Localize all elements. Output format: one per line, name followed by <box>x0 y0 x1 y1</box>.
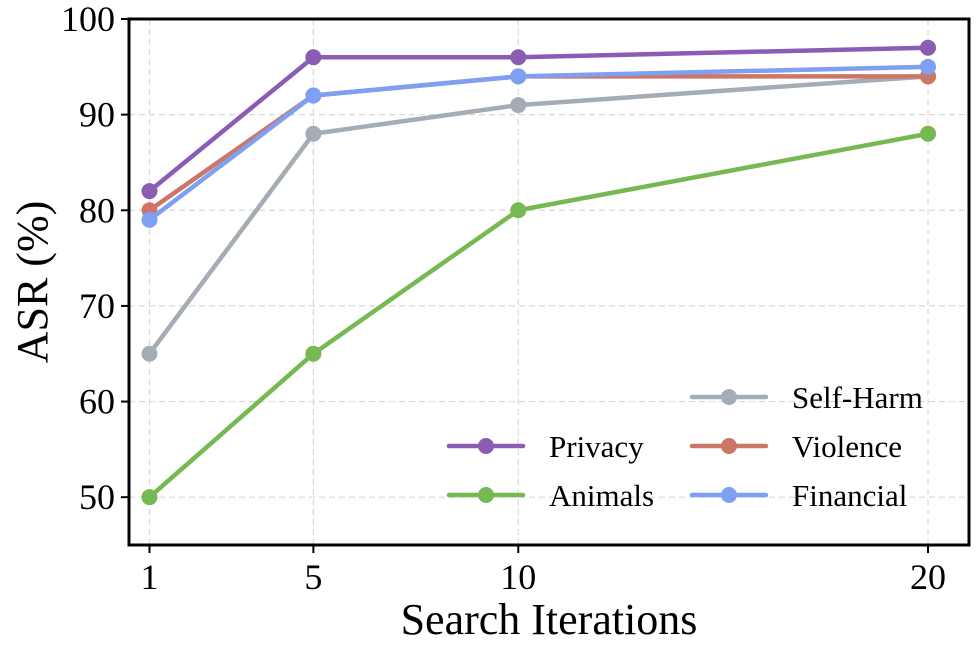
legend-swatch-marker <box>478 438 494 454</box>
legend-label: Privacy <box>549 429 644 464</box>
legend-label: Self-Harm <box>792 380 923 415</box>
legend-swatch-marker <box>721 487 737 503</box>
data-point-animals <box>141 489 158 506</box>
y-tick-label: 50 <box>79 477 115 517</box>
series-privacy <box>141 39 937 200</box>
data-point-self-harm <box>305 125 322 142</box>
legend-item-self-harm: Self-Harm <box>689 380 923 415</box>
x-tick-label: 5 <box>304 557 322 597</box>
plot-frame <box>127 17 971 547</box>
data-point-self-harm <box>510 97 527 114</box>
series-financial <box>141 58 937 228</box>
axis-ticks: 50 60 70 80 90 100 1 5 10 20 <box>61 0 946 597</box>
data-point-animals <box>920 125 937 142</box>
x-tick-label: 1 <box>140 557 158 597</box>
data-point-financial <box>510 68 527 85</box>
data-point-privacy <box>141 183 158 200</box>
data-point-financial <box>305 87 322 104</box>
data-point-animals <box>510 202 527 219</box>
y-tick-label: 80 <box>79 190 115 230</box>
series-line-privacy <box>147 45 931 194</box>
y-tick-label: 60 <box>79 382 115 422</box>
grid <box>129 19 969 545</box>
legend-swatch-marker <box>721 389 737 405</box>
data-point-privacy <box>305 49 322 66</box>
legend-label: Violence <box>792 429 902 464</box>
data-point-privacy <box>510 49 527 66</box>
series-line-animals <box>147 131 931 500</box>
data-point-financial <box>141 211 158 228</box>
x-tick-label: 20 <box>910 557 946 597</box>
y-axis-label: ASR (%) <box>8 201 57 364</box>
data-point-privacy <box>920 39 937 56</box>
legend-item-animals: Animals <box>446 478 654 513</box>
y-tick-label: 90 <box>79 95 115 135</box>
series-line-financial <box>147 64 931 223</box>
data-point-self-harm <box>141 345 158 362</box>
x-axis-label: Search Iterations <box>401 595 698 644</box>
legend-swatch-marker <box>721 438 737 454</box>
series-lines <box>141 39 937 506</box>
legend-label: Animals <box>549 478 654 513</box>
legend: Privacy Animals Self-Harm Violence Financial <box>446 380 923 513</box>
data-point-financial <box>920 58 937 75</box>
series-self-harm <box>141 68 937 362</box>
legend-swatch-marker <box>478 487 494 503</box>
legend-item-privacy: Privacy <box>446 429 644 464</box>
series-animals <box>141 125 937 506</box>
series-line-self-harm <box>147 74 931 356</box>
data-point-animals <box>305 345 322 362</box>
y-tick-label: 100 <box>61 0 115 39</box>
x-tick-label: 10 <box>500 557 536 597</box>
legend-item-violence: Violence <box>689 429 902 464</box>
series-violence <box>141 68 937 219</box>
legend-item-financial: Financial <box>689 478 907 513</box>
legend-label: Financial <box>792 478 907 513</box>
y-tick-label: 70 <box>79 286 115 326</box>
